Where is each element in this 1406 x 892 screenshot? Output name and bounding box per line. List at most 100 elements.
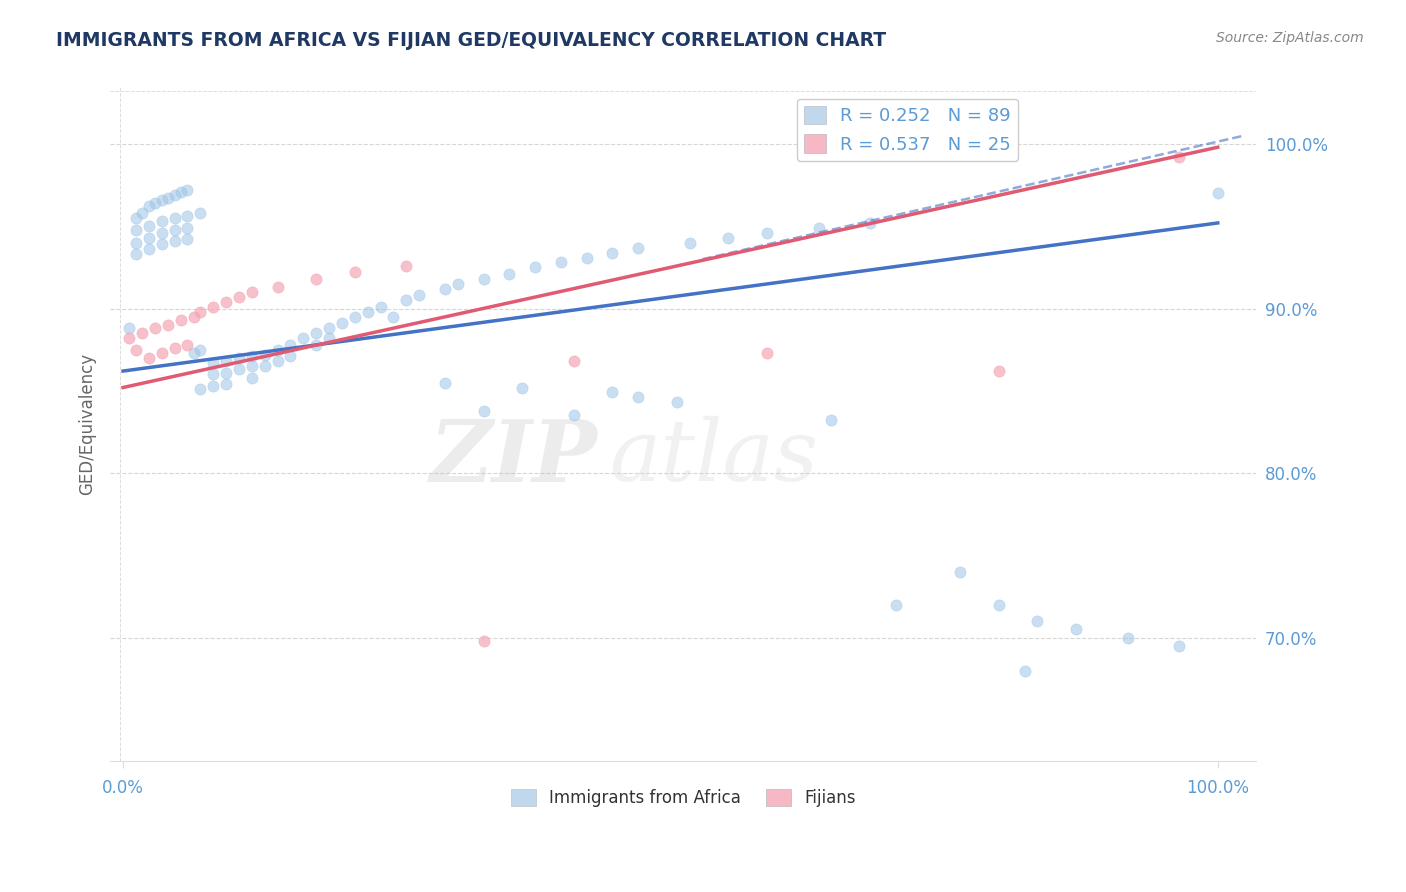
Point: [150, 214, 173, 228]
Point: [253, 348, 276, 362]
Point: [370, 300, 392, 314]
Point: [305, 272, 328, 286]
Point: [524, 260, 547, 275]
Point: [215, 366, 238, 380]
Point: [756, 226, 779, 240]
Point: [253, 359, 276, 373]
Point: [125, 235, 148, 250]
Point: [143, 321, 166, 335]
Point: [163, 211, 186, 225]
Point: [228, 290, 250, 304]
Point: [395, 259, 418, 273]
Point: [138, 242, 160, 256]
Point: [1116, 631, 1139, 645]
Point: [987, 598, 1010, 612]
Point: [343, 265, 366, 279]
Point: [183, 346, 205, 360]
Point: [292, 331, 315, 345]
Point: [280, 337, 302, 351]
Point: [125, 211, 148, 225]
Point: [717, 231, 740, 245]
Point: [188, 343, 211, 357]
Point: [202, 356, 225, 370]
Point: [202, 379, 225, 393]
Point: [859, 216, 882, 230]
Y-axis label: GED/Equivalency: GED/Equivalency: [79, 352, 96, 495]
Point: [215, 377, 238, 392]
Point: [163, 188, 186, 202]
Point: [228, 362, 250, 376]
Point: [188, 305, 211, 319]
Point: [150, 226, 173, 240]
Point: [202, 368, 225, 382]
Point: [143, 196, 166, 211]
Point: [949, 565, 972, 579]
Point: [266, 354, 288, 368]
Point: [240, 370, 263, 384]
Point: [343, 310, 366, 324]
Point: [627, 241, 650, 255]
Point: [188, 206, 211, 220]
Point: [330, 316, 353, 330]
Point: [627, 391, 650, 405]
Point: [131, 206, 153, 220]
Point: [118, 331, 141, 345]
Point: [176, 210, 198, 224]
Point: [138, 199, 160, 213]
Point: [987, 364, 1010, 378]
Point: [118, 321, 141, 335]
Point: [1014, 664, 1036, 678]
Point: [472, 403, 495, 417]
Point: [550, 255, 572, 269]
Point: [575, 251, 598, 265]
Point: [472, 634, 495, 648]
Point: [602, 245, 624, 260]
Point: [305, 326, 328, 341]
Point: [510, 380, 533, 394]
Point: [170, 313, 193, 327]
Point: [679, 235, 702, 250]
Point: [434, 376, 457, 390]
Point: [150, 193, 173, 207]
Point: [240, 359, 263, 373]
Point: [157, 191, 180, 205]
Text: atlas: atlas: [609, 417, 818, 499]
Point: [1026, 614, 1049, 628]
Point: [472, 272, 495, 286]
Point: [318, 331, 340, 345]
Point: [382, 310, 405, 324]
Point: [1064, 623, 1087, 637]
Point: [125, 247, 148, 261]
Point: [240, 349, 263, 363]
Point: [807, 220, 830, 235]
Point: [318, 321, 340, 335]
Point: [562, 409, 585, 423]
Point: [183, 310, 205, 324]
Point: [125, 222, 148, 236]
Point: [176, 183, 198, 197]
Point: [562, 354, 585, 368]
Point: [1168, 639, 1191, 653]
Point: [170, 185, 193, 199]
Point: [215, 354, 238, 368]
Point: [150, 346, 173, 360]
Point: [756, 346, 779, 360]
Text: Source: ZipAtlas.com: Source: ZipAtlas.com: [1216, 31, 1364, 45]
Point: [188, 382, 211, 396]
Point: [138, 231, 160, 245]
Point: [884, 598, 907, 612]
Point: [357, 305, 380, 319]
Point: [125, 343, 148, 357]
Point: [138, 219, 160, 234]
Point: [157, 318, 180, 332]
Point: [176, 232, 198, 246]
Point: [305, 337, 328, 351]
Point: [176, 220, 198, 235]
Point: [240, 285, 263, 299]
Point: [150, 237, 173, 252]
Point: [163, 222, 186, 236]
Point: [395, 293, 418, 308]
Point: [176, 337, 198, 351]
Point: [215, 294, 238, 309]
Legend: Immigrants from Africa, Fijians: Immigrants from Africa, Fijians: [505, 782, 862, 814]
